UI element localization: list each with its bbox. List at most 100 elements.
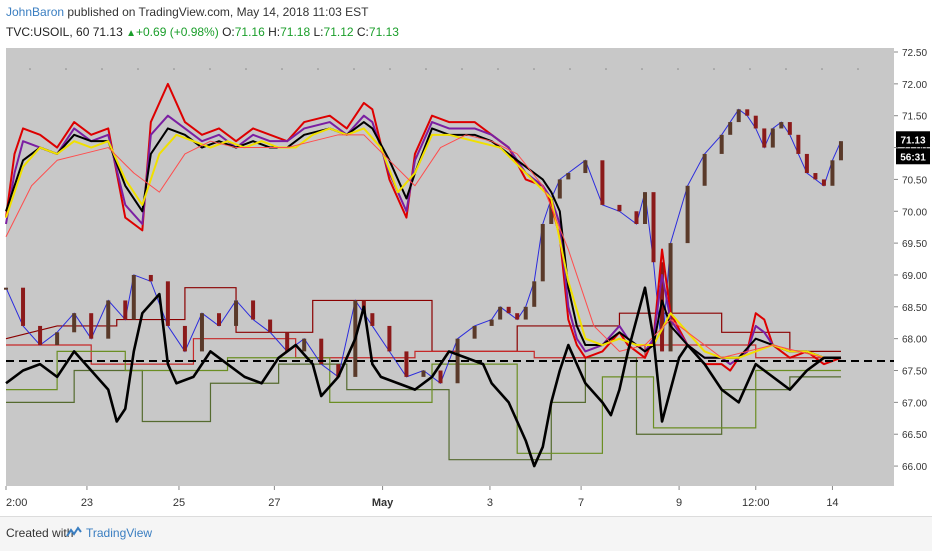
price-candle (106, 300, 111, 339)
open-value: 71.16 (234, 25, 265, 39)
price-candle (617, 204, 622, 212)
high-value: 71.18 (280, 25, 311, 39)
ohlc-line: TVC:USOIL, 60 71.13 ▲+0.69 (+0.98%) O:71… (6, 25, 399, 39)
y-tick-label: 66.00 (902, 462, 927, 473)
grid-dot (101, 68, 103, 70)
low-value: 71.12 (323, 25, 354, 39)
author-link[interactable]: JohnBaron (6, 5, 65, 19)
price-candle (55, 332, 60, 346)
grid-dot (497, 68, 499, 70)
price-candle (583, 160, 588, 174)
price-candle (821, 179, 826, 186)
y-tick-label: 71.50 (902, 112, 927, 123)
price-candle (438, 370, 443, 384)
indicator-line (5, 114, 841, 366)
last-price: 71.13 (92, 25, 123, 39)
price-candle (234, 300, 239, 326)
y-tick-label: 68.50 (902, 303, 927, 314)
symbol-label[interactable]: TVC:USOIL, 60 (6, 25, 90, 39)
grid-dot (857, 68, 859, 70)
price-candle (523, 306, 528, 320)
price-tags: 71.13 56:31 (896, 131, 930, 165)
price-candle (566, 173, 571, 180)
price-candle (651, 192, 656, 263)
grid-dot (533, 68, 535, 70)
grid-dot (641, 68, 643, 70)
indicator-line (5, 286, 841, 468)
y-tick-label: 67.00 (902, 398, 927, 409)
grid-dot (605, 68, 607, 70)
chart-header: JohnBaron published on TradingView.com, … (0, 0, 932, 50)
grid-dot (29, 68, 31, 70)
x-tick-label: May (372, 497, 394, 509)
price-candle (319, 338, 324, 365)
change-value: +0.69 (+0.98%) (136, 25, 219, 39)
price-candle (804, 153, 809, 174)
price-candle (4, 287, 8, 290)
time-axis-background (0, 486, 894, 516)
x-tick-label: 25 (173, 497, 185, 509)
price-candle (515, 313, 520, 320)
tradingview-logo-icon (66, 526, 82, 537)
grid-dot (353, 68, 355, 70)
price-candle (685, 185, 690, 244)
created-with-text: Created with (6, 526, 74, 540)
price-candle (668, 243, 673, 352)
low-label: L: (313, 25, 324, 39)
countdown-tag (896, 148, 930, 165)
price-chart[interactable]: 66.00 66.50 67.00 67.50 68.00 68.50 69.00 69.50… (0, 48, 932, 516)
grid-dot (713, 68, 715, 70)
grid-dot (389, 68, 391, 70)
y-tick-label: 70.00 (902, 207, 927, 218)
grid-dot (317, 68, 319, 70)
price-candle (762, 128, 767, 148)
grid-dot (137, 68, 139, 70)
step-line (5, 287, 841, 353)
price-candle (165, 281, 170, 326)
indicator-lines (5, 82, 842, 468)
x-tick-label: 14 (826, 497, 838, 509)
tradingview-brand[interactable]: TradingView (86, 526, 153, 540)
grid-dot (281, 68, 283, 70)
price-candle (838, 141, 843, 161)
open-label: O: (222, 25, 235, 39)
y-tick-label: 67.50 (902, 367, 927, 378)
x-tick-label: 9 (676, 497, 682, 509)
price-candle (753, 115, 758, 129)
footer: Created with TradingView (0, 516, 932, 551)
price-candle (21, 287, 26, 326)
grid-dot (749, 68, 751, 70)
indicator-line (5, 134, 841, 359)
step-line (6, 338, 841, 365)
price-candle (498, 306, 503, 320)
price-candle (387, 325, 392, 352)
grid-dot (569, 68, 571, 70)
grid-dot (245, 68, 247, 70)
close-label: C: (356, 25, 369, 39)
published-text: published on TradingView.com, May 14, 20… (64, 5, 369, 19)
grid-dot (461, 68, 463, 70)
price-candle (268, 319, 273, 333)
grid-dot (209, 68, 211, 70)
price-candle (89, 313, 94, 339)
price-candle (131, 274, 136, 320)
price-candle (199, 313, 204, 352)
grid-dot (425, 68, 427, 70)
price-candle (148, 274, 153, 282)
up-arrow-icon: ▲ (126, 28, 136, 39)
y-tick-label: 66.50 (902, 430, 927, 441)
price-candle (736, 109, 741, 123)
price-candle (532, 281, 537, 307)
last-price-tag-label: 71.13 (900, 135, 925, 146)
price-candle (370, 313, 375, 326)
price-candle (38, 325, 43, 346)
step-line (6, 357, 841, 461)
grid (29, 68, 859, 70)
last-price-tag (896, 131, 930, 148)
price-candle (728, 122, 733, 135)
grid-dot (785, 68, 787, 70)
close-value: 71.13 (368, 25, 399, 39)
indicator-line (5, 127, 841, 359)
price-candle (796, 134, 801, 154)
price-candle (217, 313, 221, 326)
